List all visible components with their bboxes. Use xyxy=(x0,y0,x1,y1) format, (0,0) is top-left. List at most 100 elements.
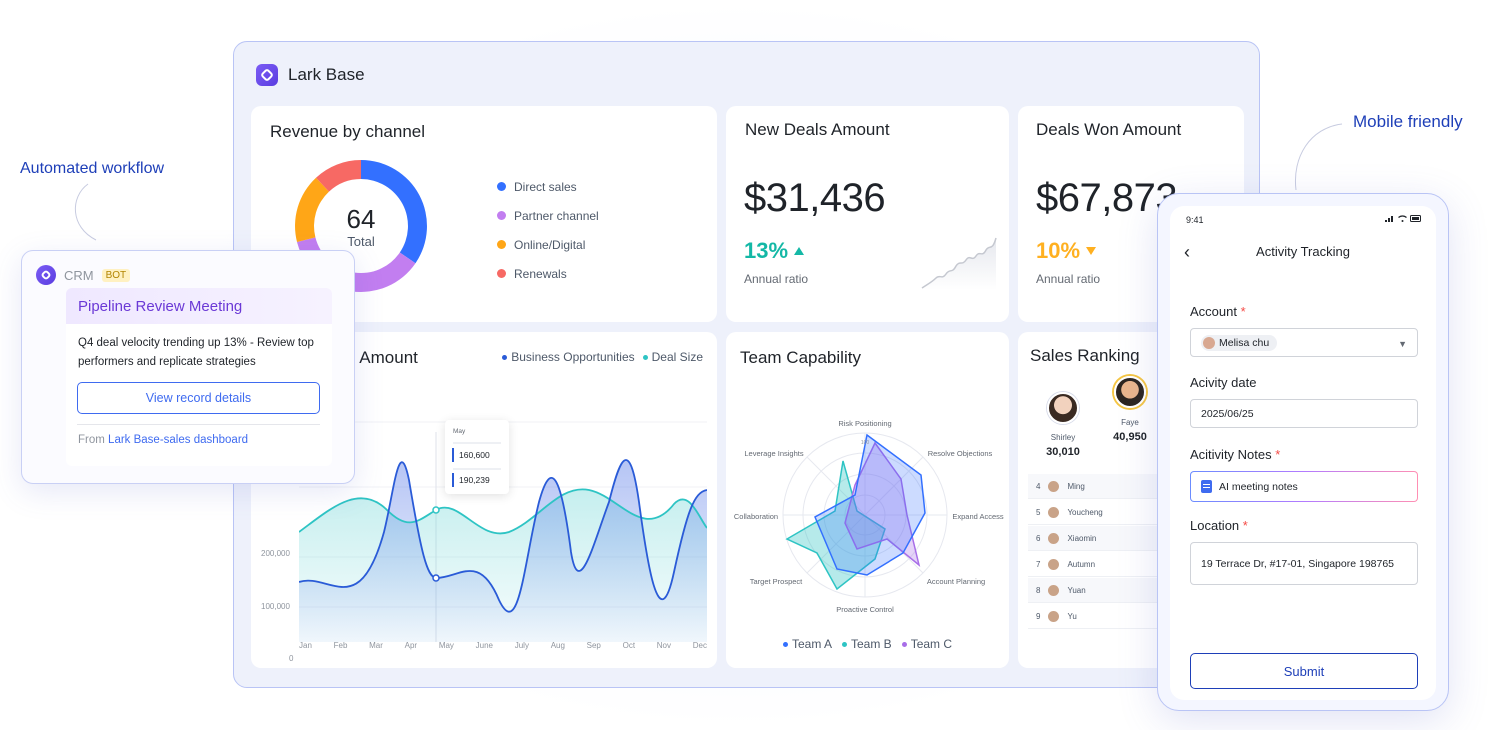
new-deals-pct: 13% xyxy=(744,238,805,264)
back-chevron-icon[interactable]: ‹ xyxy=(1184,242,1190,262)
x-tick: Nov xyxy=(656,641,671,650)
legend-label: Direct sales xyxy=(514,179,577,194)
legend-dot xyxy=(502,354,508,360)
rank-number: 4 xyxy=(1036,481,1041,491)
notes-field[interactable]: AI meeting notes xyxy=(1190,471,1418,502)
legend-dot xyxy=(497,269,506,278)
legend-item[interactable]: Team B xyxy=(842,637,892,651)
area-chart[interactable] xyxy=(299,392,707,642)
x-tick: Feb xyxy=(333,641,348,650)
donut-center-label: Total xyxy=(347,234,375,249)
crm-notification[interactable]: CRM BOT Pipeline Review Meeting Q4 deal … xyxy=(21,250,355,484)
legend-label: Business Opportunities xyxy=(511,350,635,364)
account-label: Account * xyxy=(1190,304,1246,319)
series-deal-size-line xyxy=(299,488,707,535)
legend-label: Partner channel xyxy=(514,208,599,223)
triangle-up-icon xyxy=(794,247,805,255)
team-capability-card[interactable]: Team Capability 100 Risk Positioning Res… xyxy=(726,332,1009,668)
crm-header: CRM BOT xyxy=(36,265,131,285)
date-field[interactable]: 2025/06/25 xyxy=(1190,399,1418,428)
crm-message-text: Q4 deal velocity trending up 13% - Revie… xyxy=(78,337,314,368)
rank-name: Youcheng xyxy=(1067,507,1103,517)
submit-button[interactable]: Submit xyxy=(1190,653,1418,689)
legend-dot xyxy=(497,211,506,220)
rank-number: 6 xyxy=(1036,533,1041,543)
location-field[interactable]: 19 Terrace Dr, #17-01, Singapore 198765 xyxy=(1190,542,1418,585)
notes-label-text: Acitivity Notes xyxy=(1190,447,1272,462)
ranking-name: Faye xyxy=(1121,418,1139,427)
legend-item[interactable]: Online/Digital xyxy=(497,230,599,259)
legend-label: Renewals xyxy=(514,266,567,281)
connector-curve-right xyxy=(1294,123,1343,191)
legend-item[interactable]: Business Opportunities xyxy=(502,350,635,364)
radar-chart[interactable]: 100 Risk Positioning Resolve Objections … xyxy=(726,392,1009,632)
legend-item[interactable]: Renewals xyxy=(497,259,599,288)
legend-label: Team B xyxy=(851,637,892,651)
required-asterisk: * xyxy=(1240,304,1246,319)
amount-title: s Amount xyxy=(347,348,418,367)
legend-item[interactable]: Partner channel xyxy=(497,201,599,230)
triangle-down-icon xyxy=(1086,247,1097,255)
legend-item[interactable]: Deal Size xyxy=(642,350,703,364)
crm-logo-icon xyxy=(36,265,56,285)
crm-source-link[interactable]: Lark Base-sales dashboard xyxy=(108,434,249,446)
series-business-opportunities-area xyxy=(299,460,707,642)
donut-slice-partner-channel xyxy=(351,252,416,292)
series-business-opportunities-line xyxy=(299,459,707,613)
avatar xyxy=(1048,584,1060,596)
team-legend: Team A Team B Team C xyxy=(726,637,1009,651)
legend-dot xyxy=(782,641,788,647)
rank-name: Ming xyxy=(1067,481,1085,491)
mobile-phone-frame: 9:41 ‹ Activity Tracking Account * Melis… xyxy=(1157,193,1449,711)
tooltip-value-2: 190,239 xyxy=(459,475,490,485)
account-select[interactable]: Melisa chu ▼ xyxy=(1190,328,1418,357)
legend-item[interactable]: Direct sales xyxy=(497,172,599,201)
account-chip: Melisa chu xyxy=(1201,334,1278,351)
team-title: Team Capability xyxy=(740,348,861,367)
hover-point-business-opportunities xyxy=(432,574,440,582)
ranking-value: 30,010 xyxy=(1046,446,1080,458)
app-title: Lark Base xyxy=(288,65,365,84)
legend-item[interactable]: Team A xyxy=(782,637,832,651)
crm-card-title: Pipeline Review Meeting xyxy=(66,288,332,324)
new-deals-card[interactable]: New Deals Amount $31,436 13% Annual rati… xyxy=(726,106,1009,322)
donut-slice-renewals xyxy=(316,160,361,192)
y-tick: 100,000 xyxy=(261,602,290,611)
x-tick: Apr xyxy=(404,641,418,650)
view-record-button[interactable]: View record details xyxy=(77,382,320,414)
deals-won-card[interactable]: Deals Won Amount $67,873 10% Annual rati… xyxy=(1018,106,1244,322)
required-asterisk: * xyxy=(1275,447,1281,462)
radar-scale-label: 100 xyxy=(861,440,870,446)
crm-source-prefix: From xyxy=(78,434,105,446)
ranking-title: Sales Ranking xyxy=(1030,346,1140,365)
status-icons xyxy=(1385,215,1422,222)
app-window: Lark Base Revenue by channel 6 4 Total Di… xyxy=(233,41,1260,688)
wifi-icon xyxy=(1398,215,1407,222)
mobile-screen: 9:41 ‹ Activity Tracking Account * Melis… xyxy=(1170,206,1436,700)
legend-dot xyxy=(901,641,907,647)
avatar-faye xyxy=(1114,376,1146,408)
legend-dot xyxy=(642,354,648,360)
bot-badge: BOT xyxy=(101,268,131,282)
rank-name: Yuan xyxy=(1067,585,1086,595)
revenue-title: Revenue by channel xyxy=(270,122,426,141)
x-tick: Aug xyxy=(550,641,565,650)
notes-value: AI meeting notes xyxy=(1219,480,1298,493)
radar-axis-label: Collaboration xyxy=(734,512,778,521)
donut-slice-direct-sales xyxy=(361,160,427,264)
tooltip-value-1: 160,600 xyxy=(459,450,490,460)
radar-axis-label: Proactive Control xyxy=(836,605,894,614)
lark-base-logo-icon xyxy=(256,64,278,86)
x-tick: June xyxy=(475,641,494,650)
x-tick: Sep xyxy=(586,641,601,650)
rank-name: Xiaomin xyxy=(1067,533,1097,543)
radar-axis-label: Target Prospect xyxy=(750,577,803,586)
required-asterisk: * xyxy=(1242,518,1248,533)
location-label: Location * xyxy=(1190,518,1248,533)
avatar xyxy=(1048,610,1060,622)
legend-item[interactable]: Team C xyxy=(901,637,952,651)
legend-dot xyxy=(497,182,506,191)
app-header: Lark Base xyxy=(256,64,365,86)
crm-message-card: Pipeline Review Meeting Q4 deal velocity… xyxy=(66,288,332,466)
rank-number: 9 xyxy=(1036,611,1041,621)
